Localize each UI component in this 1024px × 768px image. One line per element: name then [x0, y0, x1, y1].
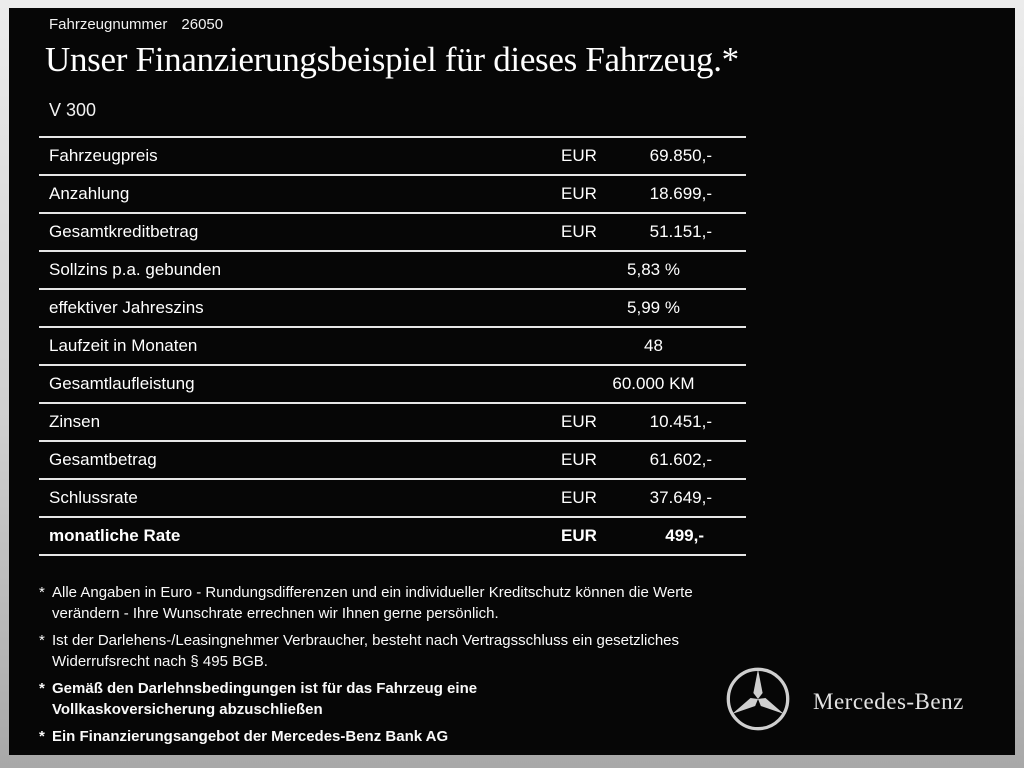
brand-name: Mercedes-Benz — [813, 688, 964, 714]
footnote-marker: * — [39, 728, 45, 745]
currency-label: EUR — [561, 146, 597, 165]
currency-label: EUR — [561, 222, 597, 241]
row-label: Fahrzeugpreis — [49, 146, 158, 165]
row-value-cell: EUR 37.649,- — [561, 488, 746, 508]
screen-background: Fahrzeugnummer 26050 Unser Finanzierungsb… — [9, 8, 1015, 755]
table-row-monthly-rate: monatliche Rate EUR 499,- — [39, 518, 746, 556]
footnote-text: Alle Angaben in Euro - Rundungsdifferenz… — [52, 584, 693, 622]
footnote-marker: * — [39, 680, 45, 697]
row-label: monatliche Rate — [49, 526, 181, 545]
row-value-cell: 60.000 KM — [561, 374, 746, 394]
row-label: Sollzins p.a. gebunden — [49, 260, 222, 279]
row-value-cell: 48 — [561, 336, 746, 356]
row-value-cell: 5,99 % — [561, 298, 746, 318]
table-row: Zinsen EUR 10.451,- — [39, 404, 746, 442]
row-label: Gesamtkreditbetrag — [49, 222, 199, 241]
row-label: Anzahlung — [49, 184, 130, 203]
footnote: * Ein Finanzierungsangebot der Mercedes-… — [39, 726, 744, 747]
vehicle-number-value: 26050 — [181, 16, 224, 33]
row-value-cell: 5,83 % — [561, 260, 746, 280]
footnote-text: Ein Finanzierungsangebot der Mercedes-Be… — [52, 728, 449, 745]
branding: Mercedes-Benz — [725, 666, 964, 737]
row-value: 10.451,- — [649, 412, 712, 431]
footnote-text: Ist der Darlehens-/Leasingnehmer Verbrau… — [52, 632, 680, 670]
table-row: Gesamtbetrag EUR 61.602,- — [39, 442, 746, 480]
footnote: * Alle Angaben in Euro - Rundungsdiffere… — [39, 582, 744, 624]
row-value-cell: EUR 10.451,- — [561, 412, 746, 432]
row-value-cell: EUR 18.699,- — [561, 184, 746, 204]
mercedes-star-icon — [725, 666, 791, 737]
row-value: 51.151,- — [649, 222, 712, 241]
currency-label: EUR — [561, 450, 597, 469]
row-value: 60.000 KM — [612, 374, 695, 393]
row-value-cell: EUR 51.151,- — [561, 222, 746, 242]
row-label: Laufzeit in Monaten — [49, 336, 198, 355]
row-label: Gesamtbetrag — [49, 450, 157, 469]
footnote-marker: * — [39, 632, 45, 649]
row-label: Gesamtlaufleistung — [49, 374, 195, 393]
finance-table: Fahrzeugpreis EUR 69.850,- Anzahlung EUR… — [39, 136, 746, 556]
table-row: Sollzins p.a. gebunden 5,83 % — [39, 252, 746, 290]
table-row: Fahrzeugpreis EUR 69.850,- — [39, 138, 746, 176]
row-value: 61.602,- — [649, 450, 712, 469]
row-label: Zinsen — [49, 412, 101, 431]
currency-label: EUR — [561, 184, 597, 203]
row-value: 48 — [644, 336, 663, 355]
footnote-text: Gemäß den Darlehnsbedingungen ist für da… — [52, 680, 478, 718]
table-row: Laufzeit in Monaten 48 — [39, 328, 746, 366]
row-value: 37.649,- — [649, 488, 712, 507]
row-value: 499,- — [665, 526, 704, 545]
row-value: 5,99 % — [627, 298, 680, 317]
row-value: 5,83 % — [627, 260, 680, 279]
row-label: effektiver Jahreszins — [49, 298, 204, 317]
footnote-marker: * — [39, 584, 45, 601]
currency-label: EUR — [561, 488, 597, 507]
vehicle-number: Fahrzeugnummer 26050 — [49, 16, 223, 33]
currency-label: EUR — [561, 526, 597, 545]
row-value-cell: EUR 499,- — [561, 526, 746, 546]
currency-label: EUR — [561, 412, 597, 431]
row-value-cell: EUR 61.602,- — [561, 450, 746, 470]
table-row: Gesamtkreditbetrag EUR 51.151,- — [39, 214, 746, 252]
model-name: V 300 — [49, 100, 97, 120]
table-row: effektiver Jahreszins 5,99 % — [39, 290, 746, 328]
row-value-cell: EUR 69.850,- — [561, 146, 746, 166]
row-value: 18.699,- — [649, 184, 712, 203]
page-title: Unser Finanzierungsbeispiel für dieses F… — [45, 40, 739, 79]
footnote: * Ist der Darlehens-/Leasingnehmer Verbr… — [39, 630, 744, 672]
footnotes: * Alle Angaben in Euro - Rundungsdiffere… — [39, 582, 744, 753]
table-row: Schlussrate EUR 37.649,- — [39, 480, 746, 518]
row-value: 69.850,- — [649, 146, 712, 165]
row-label: Schlussrate — [49, 488, 138, 507]
vehicle-number-label: Fahrzeugnummer — [49, 16, 168, 33]
table-row: Gesamtlaufleistung 60.000 KM — [39, 366, 746, 404]
footnote: * Gemäß den Darlehnsbedingungen ist für … — [39, 678, 744, 720]
table-row: Anzahlung EUR 18.699,- — [39, 176, 746, 214]
